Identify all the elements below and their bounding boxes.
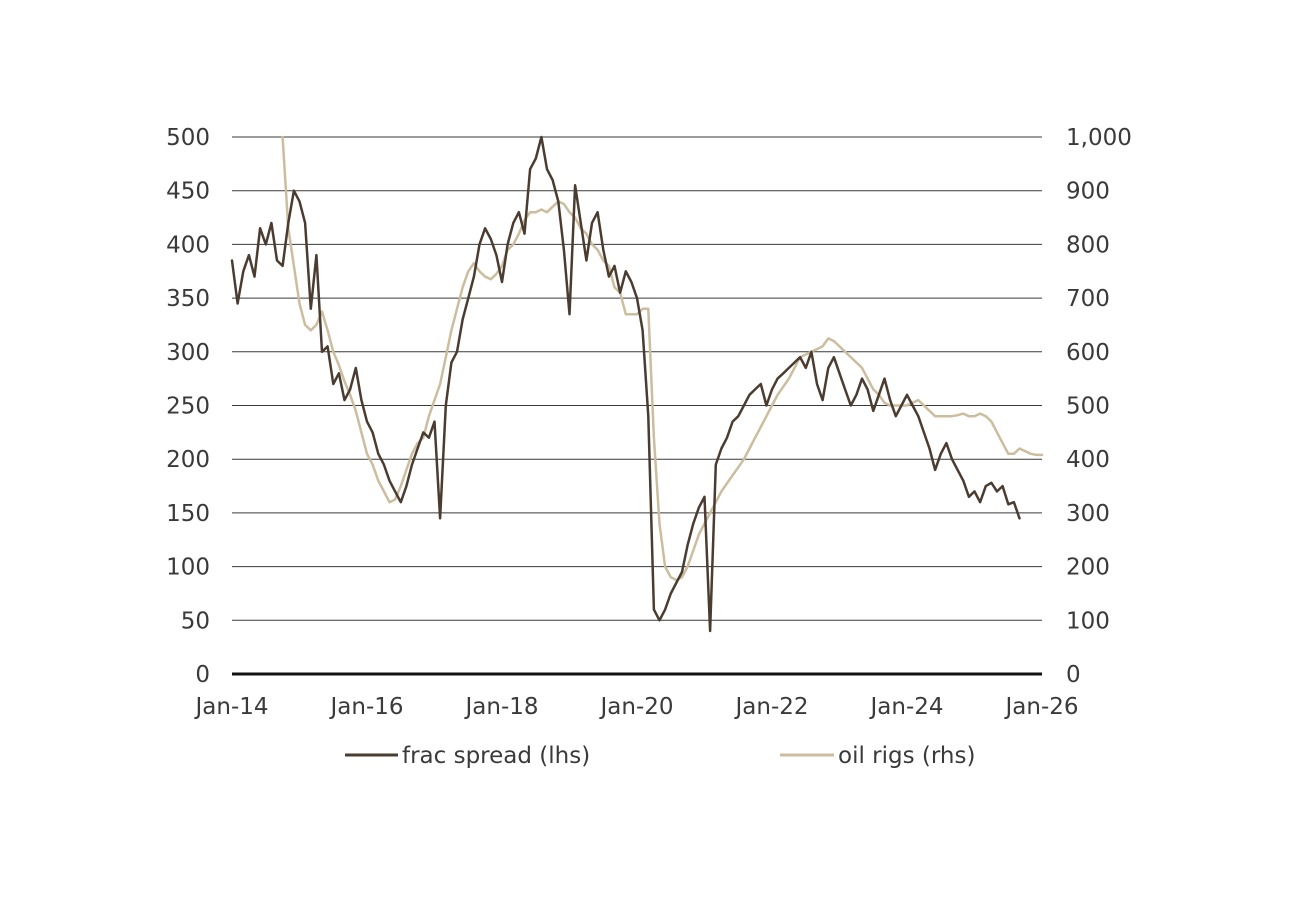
oil-rigs-series-line [281, 135, 1044, 582]
x-axis-tick-label: Jan-20 [598, 694, 673, 720]
series-layer [230, 135, 1044, 633]
gridlines [232, 136, 1042, 676]
left-axis-tick-labels: 0 50 100 150 200 250 300 350 400 450 500 [166, 125, 210, 688]
right-axis-tick-label: 1,000 [1066, 125, 1132, 151]
right-axis-tick-label: 400 [1066, 447, 1110, 473]
right-axis-tick-label: 100 [1066, 608, 1110, 634]
left-axis-tick-label: 500 [166, 125, 210, 151]
left-axis-tick-label: 150 [166, 501, 210, 527]
legend: frac spread (lhs) oil rigs (rhs) [345, 743, 975, 769]
x-axis-tick-label: Jan-16 [328, 694, 403, 720]
left-axis-tick-label: 300 [166, 340, 210, 366]
left-axis-tick-label: 200 [166, 447, 210, 473]
left-axis-tick-label: 0 [195, 662, 210, 688]
left-axis-tick-label: 100 [166, 555, 210, 581]
right-axis-tick-label: 600 [1066, 340, 1110, 366]
x-axis-tick-label: Jan-18 [463, 694, 538, 720]
right-axis-tick-label: 0 [1066, 662, 1081, 688]
left-axis-tick-label: 450 [166, 179, 210, 205]
legend-label: frac spread (lhs) [402, 743, 590, 769]
right-axis-tick-label: 700 [1066, 286, 1110, 312]
left-axis-tick-label: 350 [166, 286, 210, 312]
x-axis-tick-label: Jan-22 [733, 694, 808, 720]
right-axis-tick-label: 900 [1066, 179, 1110, 205]
right-axis-tick-label: 500 [1066, 394, 1110, 420]
left-axis-tick-label: 400 [166, 232, 210, 258]
left-axis-tick-label: 250 [166, 394, 210, 420]
x-axis-tick-label: Jan-24 [868, 694, 943, 720]
x-axis-tick-labels: Jan-14 Jan-16 Jan-18 Jan-20 Jan-22 Jan-24 Jan-… [193, 694, 1078, 720]
right-axis-tick-label: 300 [1066, 501, 1110, 527]
x-axis-tick-label: Jan-14 [193, 694, 268, 720]
frac-spread-series-line [230, 135, 1021, 633]
x-axis-tick-label: Jan-26 [1003, 694, 1078, 720]
legend-label: oil rigs (rhs) [838, 743, 975, 769]
right-axis-tick-label: 800 [1066, 232, 1110, 258]
left-axis-tick-label: 50 [181, 608, 210, 634]
right-axis-tick-label: 200 [1066, 555, 1110, 581]
right-axis-tick-labels: 0 100 200 300 400 500 600 700 800 900 1,000 [1066, 125, 1132, 688]
